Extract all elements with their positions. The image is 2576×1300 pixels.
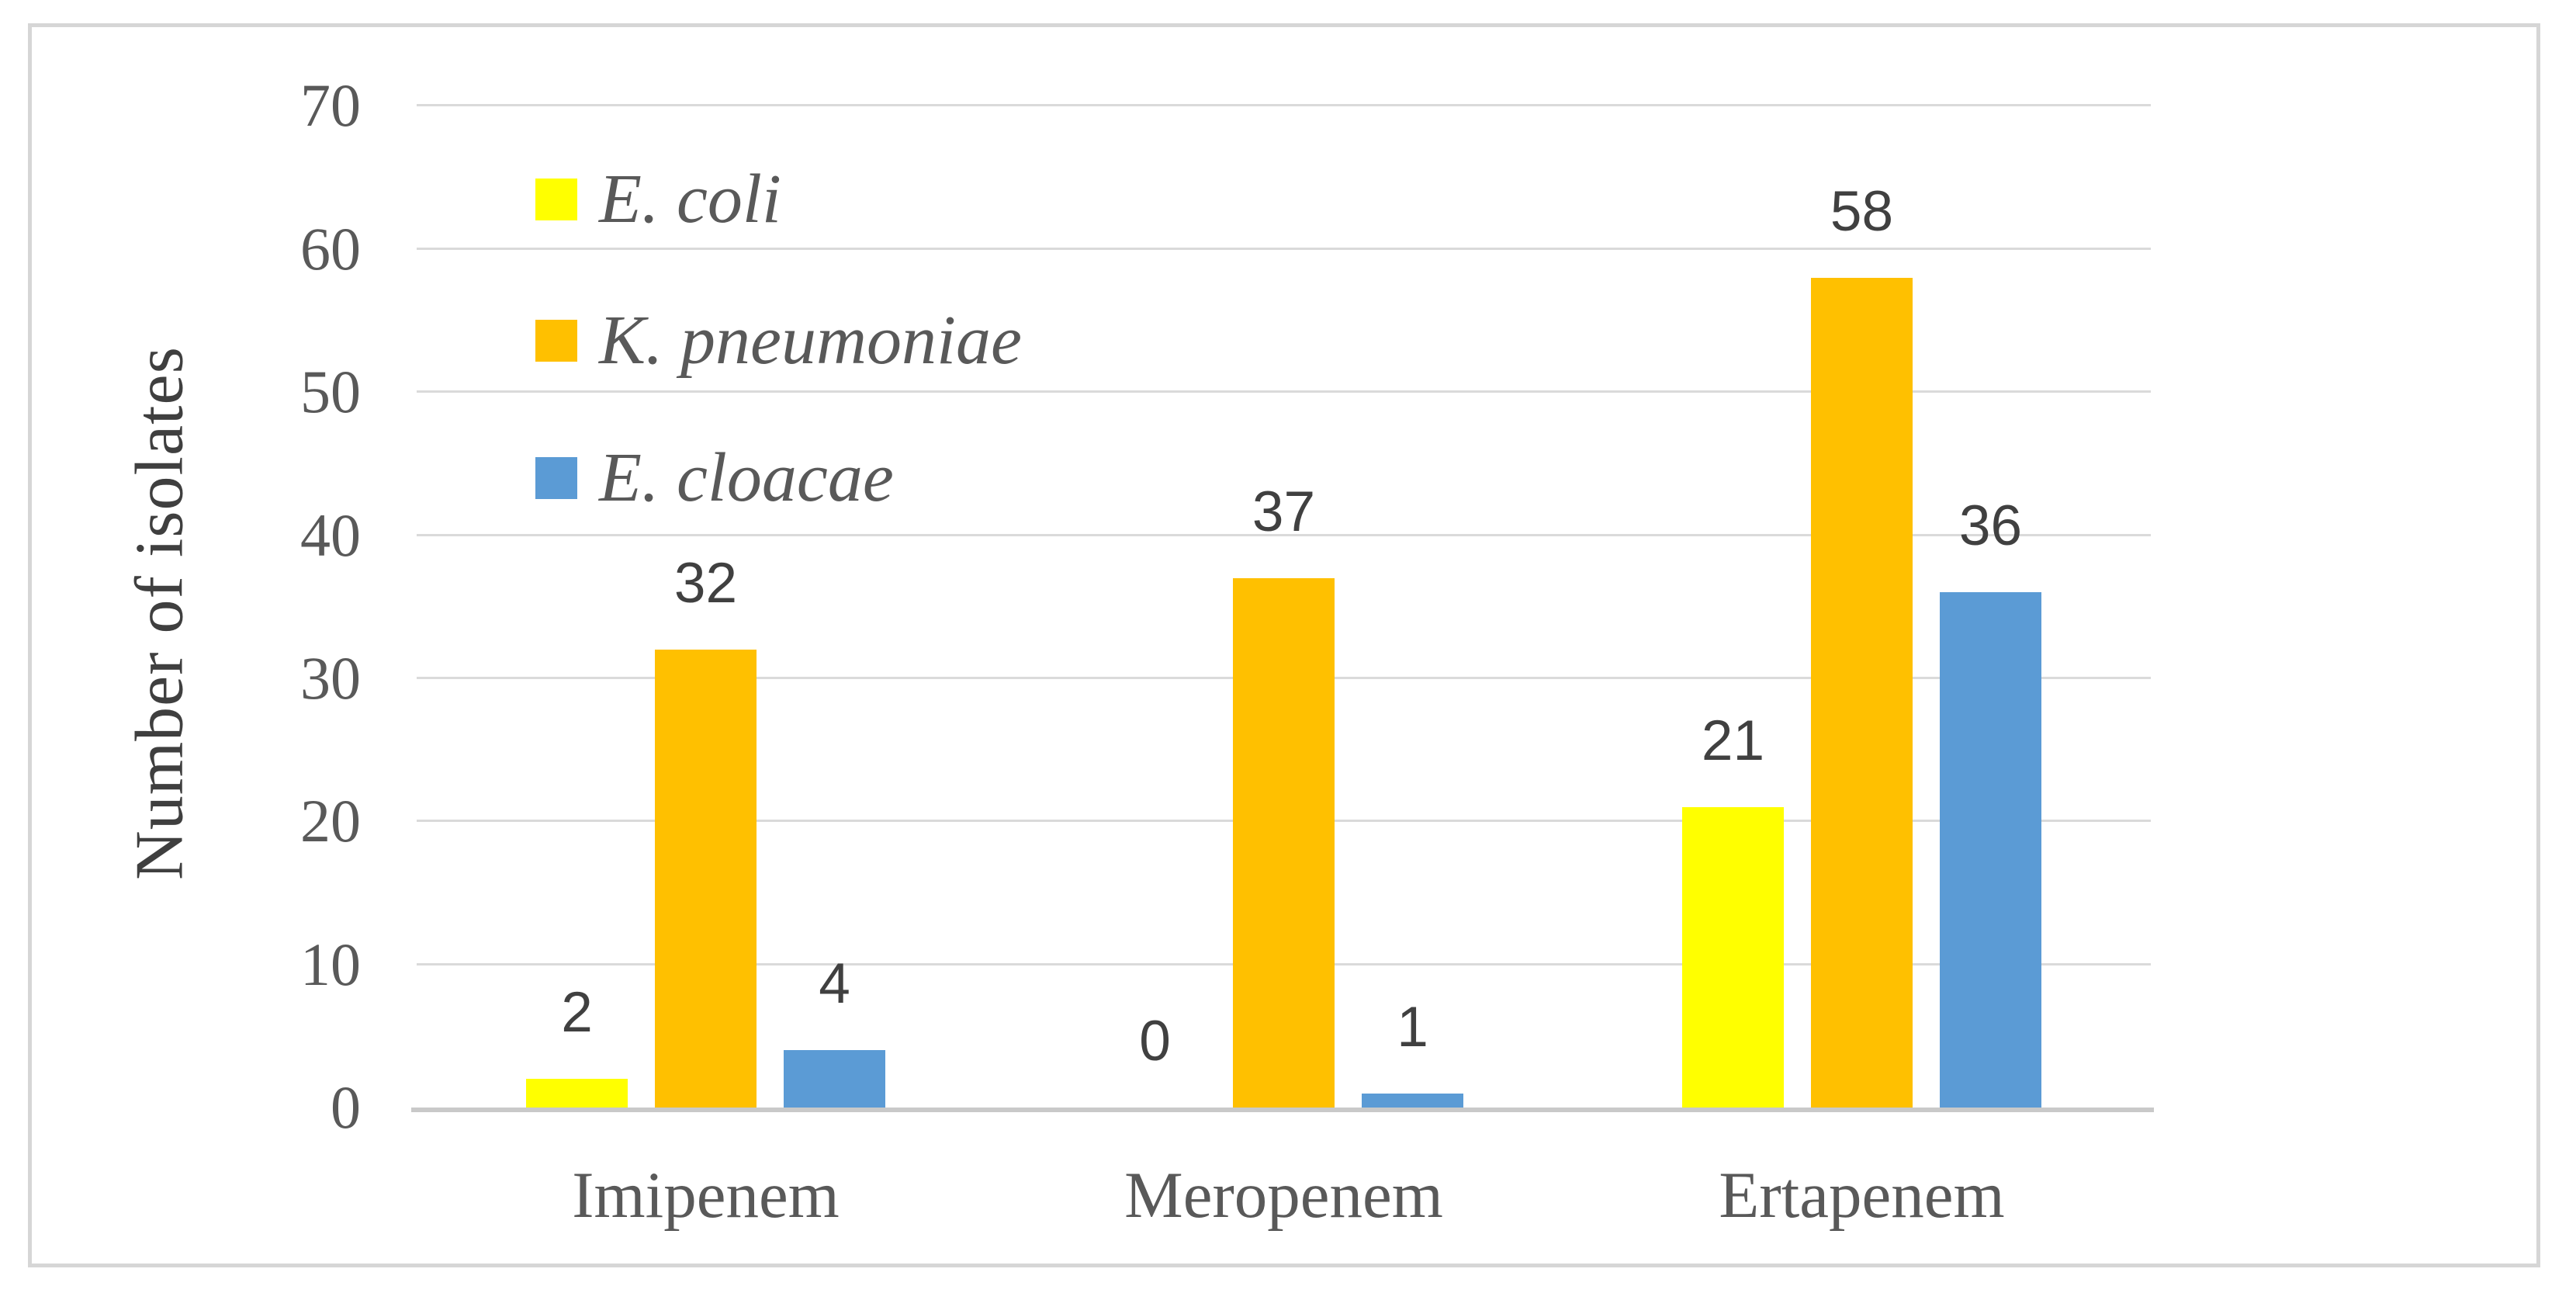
figure-frame xyxy=(28,23,2540,1267)
y-axis-title: Number of isolates xyxy=(122,346,198,880)
